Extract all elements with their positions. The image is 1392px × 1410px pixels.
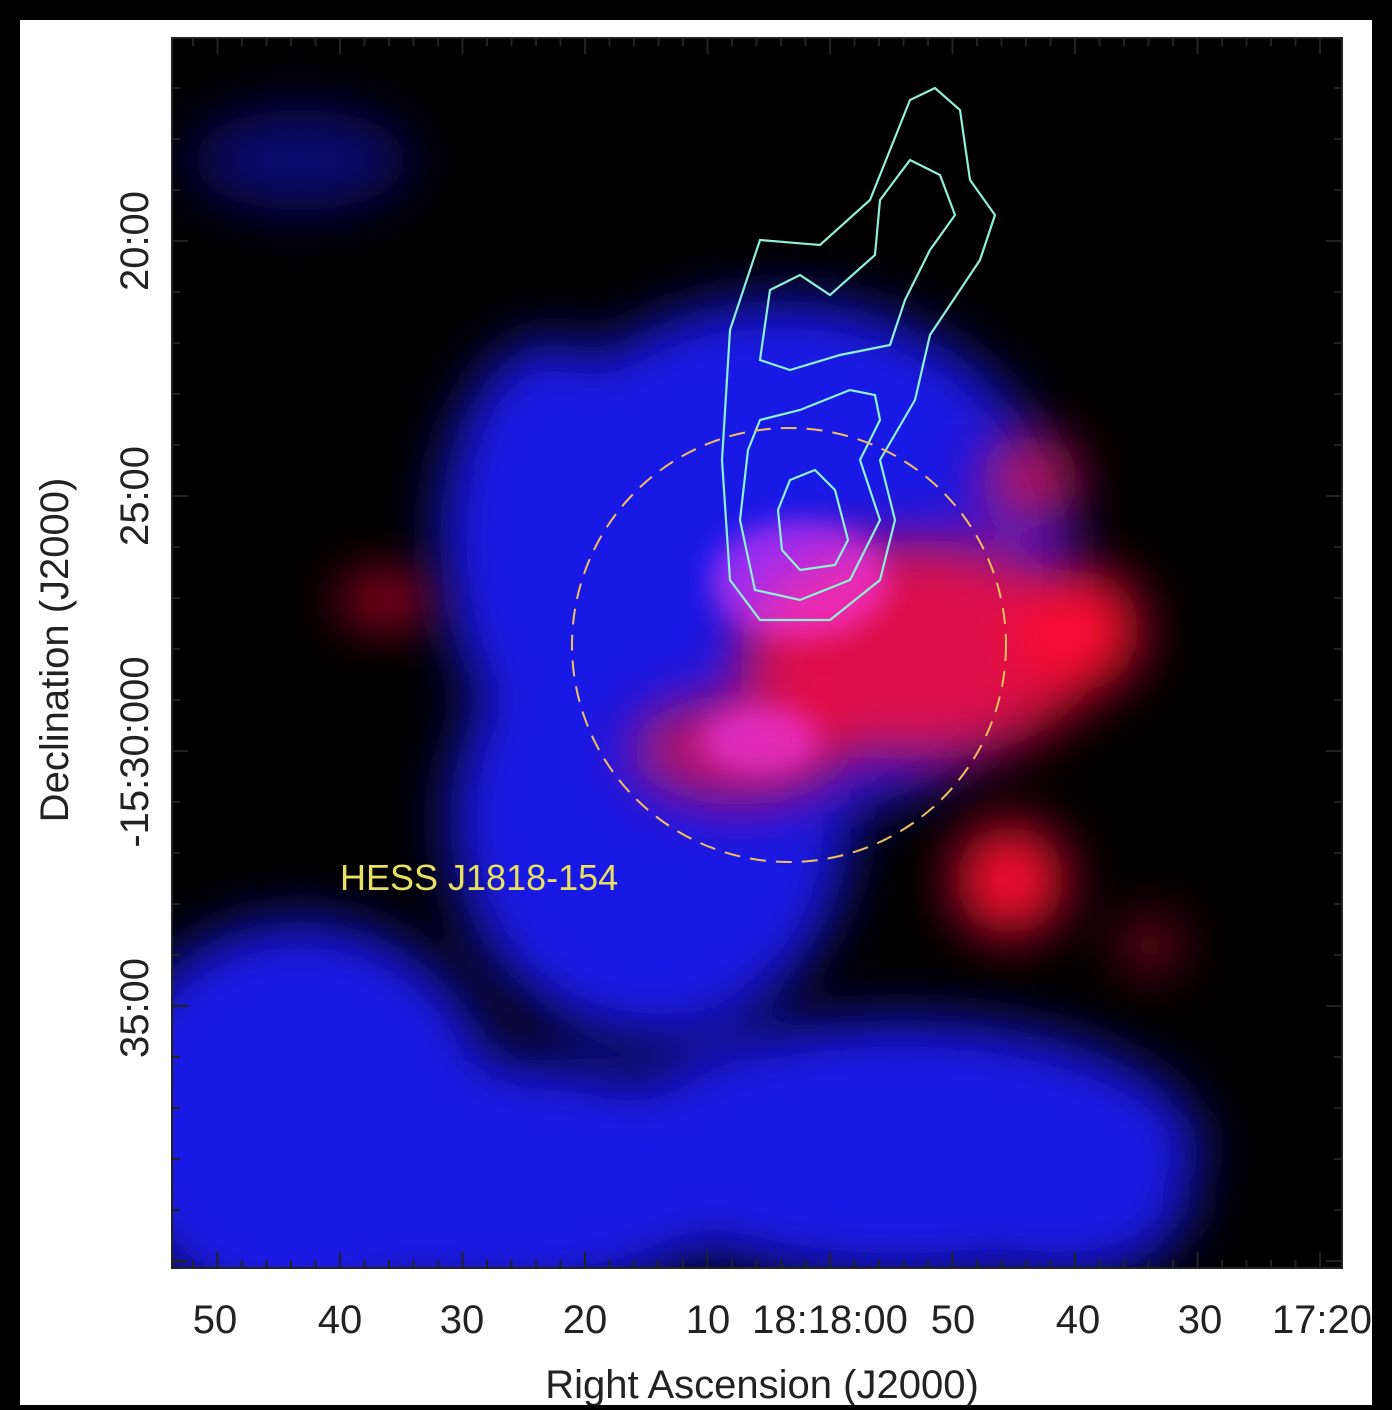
annotation: HESS J1818-154 <box>340 857 618 898</box>
y-tick-label: 35:00 <box>113 958 157 1058</box>
x-tick-label: 30 <box>440 1298 485 1342</box>
y-axis-title: Declination (J2000) <box>33 478 77 823</box>
x-tick-label: 17:20 <box>1272 1298 1372 1342</box>
x-tick-label: 50 <box>193 1298 238 1342</box>
x-tick-label: 10 <box>686 1298 731 1342</box>
x-tick-label: 30 <box>1178 1298 1223 1342</box>
y-tick-label: 25:00 <box>113 446 157 546</box>
y-tick-label: 20:00 <box>113 191 157 291</box>
x-tick-label: 40 <box>1056 1298 1101 1342</box>
x-tick-label: 18:18:00 <box>752 1298 908 1342</box>
x-tick-label: 20 <box>563 1298 608 1342</box>
y-tick-label: -15:30:000 <box>113 656 157 847</box>
x-tick-label: 40 <box>318 1298 363 1342</box>
frame-ticks <box>172 38 1342 1268</box>
sky-image <box>172 38 1342 1268</box>
x-tick-label: 50 <box>931 1298 976 1342</box>
x-axis-title: Right Ascension (J2000) <box>545 1363 979 1405</box>
frame <box>171 37 1343 1269</box>
